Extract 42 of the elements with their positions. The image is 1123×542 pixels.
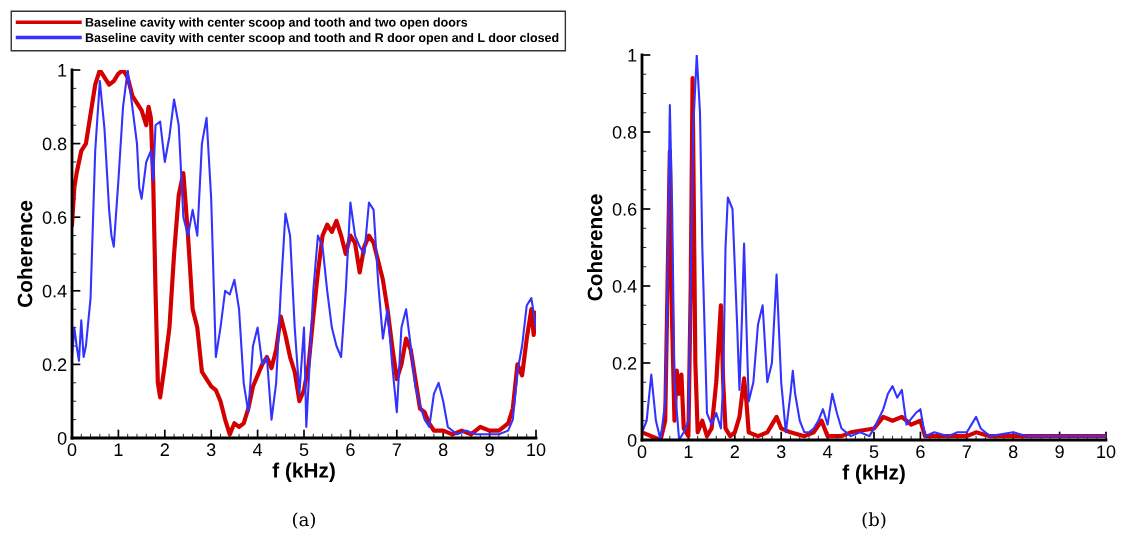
y-axis-title: Coherence bbox=[17, 200, 33, 307]
y-tick-label: 1 bbox=[58, 64, 67, 77]
x-tick-label: 2 bbox=[730, 445, 739, 458]
legend-label: Baseline cavity with center scoop and tooth and R door open and L door closed bbox=[85, 32, 559, 45]
x-tick-label: 7 bbox=[392, 443, 401, 456]
x-tick-label: 10 bbox=[1097, 445, 1116, 459]
x-tick-label: 6 bbox=[346, 443, 355, 457]
x-tick-label: 3 bbox=[776, 445, 786, 459]
x-tick-label: 9 bbox=[485, 443, 494, 457]
x-tick-label: 5 bbox=[869, 445, 879, 459]
y-tick-label: 0.4 bbox=[612, 279, 637, 293]
y-tick-label: 0.2 bbox=[612, 356, 637, 370]
x-tick-label: 10 bbox=[527, 443, 546, 457]
y-tick-label: 0 bbox=[57, 431, 67, 445]
x-tick-label: 8 bbox=[1008, 445, 1018, 459]
y-tick-label: 0.8 bbox=[42, 137, 67, 151]
y-tick-label: 0.6 bbox=[42, 211, 67, 224]
text: (a) bbox=[293, 512, 315, 529]
y-tick-label: 0.6 bbox=[612, 202, 637, 216]
x-tick-label: 8 bbox=[438, 443, 448, 457]
x-axis-title: f (kHz) bbox=[842, 464, 905, 484]
y-tick-label: 0.8 bbox=[612, 125, 637, 139]
x-tick-label: 6 bbox=[916, 445, 925, 459]
legend-label: Baseline cavity with center scoop and tooth and two open doors bbox=[85, 17, 468, 30]
x-tick-label: 7 bbox=[962, 445, 971, 458]
x-tick-label: 4 bbox=[252, 443, 263, 456]
x-tick-label: 5 bbox=[299, 443, 309, 457]
text: (b) bbox=[862, 512, 886, 529]
x-axis-title: f (kHz) bbox=[272, 462, 335, 482]
y-tick-label: 0.4 bbox=[42, 284, 67, 298]
x-tick-label: 0 bbox=[637, 445, 647, 459]
x-tick-label: 1 bbox=[114, 443, 123, 456]
y-tick-label: 1 bbox=[628, 49, 637, 62]
x-tick-label: 4 bbox=[822, 445, 833, 458]
x-tick-label: 0 bbox=[67, 443, 77, 457]
x-tick-label: 1 bbox=[684, 445, 693, 458]
y-tick-label: 0 bbox=[627, 433, 637, 447]
x-tick-label: 9 bbox=[1055, 445, 1064, 459]
y-axis-title: Coherence bbox=[587, 194, 603, 301]
x-tick-label: 2 bbox=[160, 443, 169, 456]
x-tick-label: 3 bbox=[206, 443, 216, 457]
y-tick-label: 0.2 bbox=[42, 358, 67, 372]
